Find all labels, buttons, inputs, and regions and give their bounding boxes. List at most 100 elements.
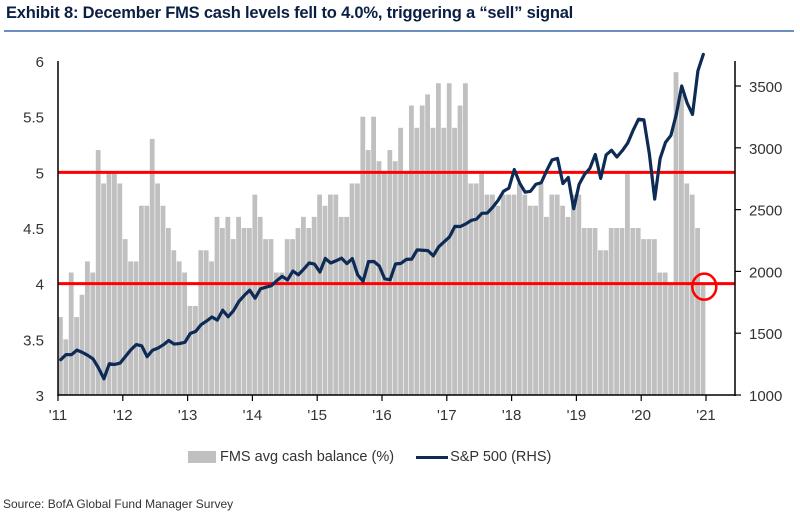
- cash-bar: [90, 272, 96, 395]
- cash-bar: [149, 138, 155, 395]
- cash-bar: [322, 205, 328, 395]
- cash-bar: [457, 105, 463, 395]
- left-tick-label: 3: [36, 388, 44, 405]
- title-underline: [4, 30, 794, 32]
- sp500-line-group: [59, 52, 705, 381]
- cash-bar: [365, 150, 371, 395]
- cash-bar: [506, 194, 511, 395]
- legend-swatch-sp500: [416, 455, 449, 459]
- cash-bar: [522, 194, 528, 395]
- sp500-line: [59, 52, 705, 381]
- x-tick-label: '20: [631, 407, 651, 424]
- cash-bar: [571, 194, 576, 395]
- cash-bar: [225, 216, 231, 395]
- axes-group: 3 3.5 4 4.5 5 5.5 6 1000 1500 2000 2500 3000 3500 '11…: [23, 54, 782, 424]
- cash-bar: [295, 228, 301, 395]
- right-tick-label: 2500: [749, 203, 782, 220]
- left-tick-label: 6: [36, 54, 44, 71]
- x-tick-label: '21: [696, 407, 716, 424]
- x-tick-label: '12: [113, 407, 133, 424]
- cash-bar: [128, 261, 133, 395]
- cash-bar: [263, 239, 268, 395]
- cash-bar: [63, 339, 69, 395]
- cash-bar: [171, 250, 177, 395]
- cash-bar: [641, 239, 646, 395]
- cash-bar: [684, 183, 690, 395]
- cash-bar: [355, 183, 360, 395]
- cash-bar: [490, 194, 495, 395]
- cash-bar: [549, 194, 555, 395]
- x-tick-label: '19: [567, 407, 587, 424]
- cash-bar: [430, 127, 436, 396]
- cash-bar: [425, 94, 430, 396]
- cash-bar: [349, 183, 355, 395]
- cash-bar: [344, 216, 349, 395]
- cash-bar: [279, 272, 285, 395]
- cash-bar: [560, 205, 565, 395]
- annotation-group: [691, 272, 718, 301]
- cash-bar: [160, 205, 166, 395]
- cash-bar: [484, 194, 490, 395]
- cash-bar: [463, 83, 468, 396]
- cash-bar: [58, 317, 63, 395]
- cash-bar: [468, 183, 474, 395]
- legend: FMS avg cash balance (%) S&P 500 (RHS): [188, 449, 551, 465]
- cash-bar: [236, 216, 241, 395]
- cash-bar: [657, 272, 663, 395]
- x-tick-label: '17: [437, 407, 457, 424]
- cash-bar: [230, 239, 236, 395]
- cash-bar: [328, 194, 333, 395]
- cash-bar: [538, 183, 544, 395]
- cash-bar: [603, 250, 609, 395]
- cash-bar: [517, 183, 522, 395]
- cash-bar: [592, 228, 598, 395]
- cash-bar: [257, 216, 263, 395]
- cash-bar: [247, 228, 252, 395]
- left-tick-label: 5: [36, 165, 44, 182]
- legend-label-sp500: S&P 500 (RHS): [450, 449, 552, 465]
- cash-bar: [392, 161, 398, 395]
- highlight-circle: [691, 272, 718, 301]
- cash-bar: [414, 127, 420, 396]
- x-tick-label: '18: [502, 407, 522, 424]
- cash-bar: [679, 94, 684, 396]
- right-tick-label: 1500: [749, 326, 782, 343]
- x-tick-label: '14: [243, 407, 263, 424]
- x-tick-label: '13: [178, 407, 198, 424]
- cash-bar: [241, 228, 247, 395]
- legend-label-cash: FMS avg cash balance (%): [220, 449, 395, 465]
- cash-bar: [311, 216, 317, 395]
- source-note: Source: BofA Global Fund Manager Survey: [3, 497, 234, 511]
- right-tick-label: 3000: [749, 141, 782, 158]
- x-tick-label: '11: [49, 407, 67, 424]
- cash-bar: [333, 194, 339, 395]
- legend-swatch-cash: [188, 451, 216, 463]
- cash-bar: [176, 261, 182, 395]
- cash-bar: [473, 183, 479, 395]
- cash-bar: [155, 183, 160, 395]
- left-tick-label: 4.5: [23, 221, 44, 238]
- cash-bar: [668, 283, 673, 395]
- cash-bar: [662, 272, 668, 395]
- right-tick-label: 1000: [749, 388, 782, 405]
- cash-bar: [619, 228, 625, 395]
- left-tick-label: 3.5: [23, 332, 44, 349]
- cash-bar: [252, 194, 258, 395]
- bars-group: [58, 72, 706, 396]
- cash-bar: [409, 105, 414, 395]
- cash-bar: [581, 228, 587, 395]
- cash-bar: [511, 194, 517, 395]
- cash-bar: [144, 205, 150, 395]
- cash-bar: [495, 205, 501, 395]
- cash-bar: [441, 127, 447, 396]
- threshold-lines-group: [58, 170, 735, 286]
- cash-bar: [652, 239, 657, 395]
- cash-bar: [122, 239, 128, 395]
- cash-bar: [576, 194, 582, 395]
- cash-bar: [376, 161, 382, 395]
- cash-bar: [117, 183, 123, 395]
- x-tick-label: '15: [307, 407, 327, 424]
- cash-bar: [360, 116, 366, 396]
- cash-bar: [338, 216, 344, 395]
